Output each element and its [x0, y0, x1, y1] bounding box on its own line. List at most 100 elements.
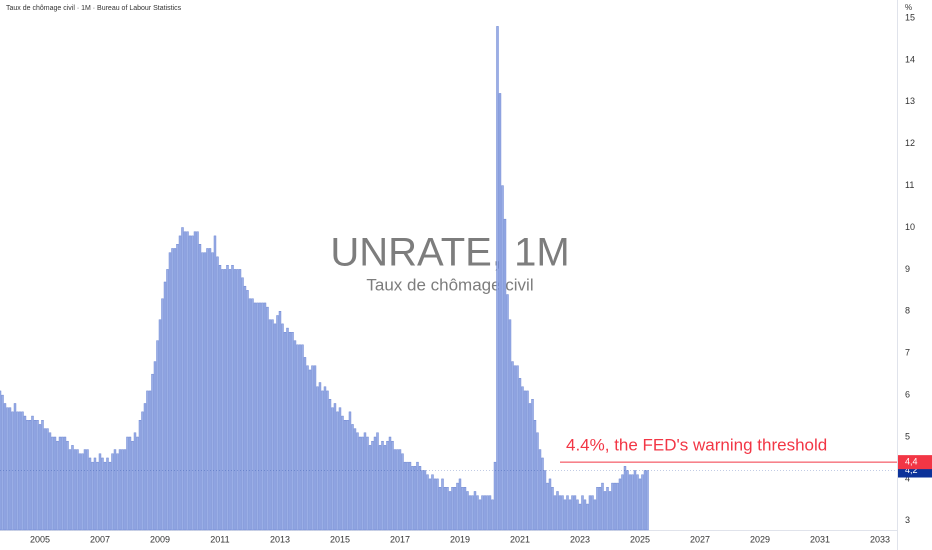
bar	[253, 302, 257, 531]
bar	[121, 449, 124, 531]
bar	[436, 478, 439, 531]
bar	[643, 470, 647, 531]
x-tick-label: 2031	[810, 534, 830, 544]
bar	[66, 440, 69, 531]
bar	[413, 466, 417, 531]
bar	[616, 482, 619, 531]
bar	[278, 311, 282, 531]
bar	[548, 478, 552, 531]
bar	[533, 420, 537, 531]
bar	[63, 436, 67, 531]
bar	[351, 424, 354, 531]
y-tick-label: 9	[905, 264, 910, 274]
bar	[633, 470, 637, 531]
bar	[553, 495, 557, 531]
bar	[18, 411, 22, 531]
bar	[426, 474, 429, 531]
bar	[271, 319, 274, 531]
bar	[421, 470, 424, 531]
bar	[458, 478, 462, 531]
bar	[551, 487, 554, 531]
bar	[571, 495, 574, 531]
bar	[443, 487, 447, 531]
bar	[526, 390, 529, 531]
bar	[391, 440, 394, 531]
bar	[263, 302, 267, 531]
bar	[276, 315, 279, 531]
bar	[476, 495, 479, 531]
bar	[181, 227, 184, 531]
y-tick-label: 7	[905, 348, 910, 358]
bar	[3, 403, 7, 531]
bar	[341, 415, 344, 531]
bar	[461, 487, 464, 531]
bar	[106, 457, 109, 531]
bar	[246, 290, 249, 531]
bar	[298, 344, 302, 531]
bar	[6, 407, 9, 531]
bar	[531, 399, 534, 531]
bar	[28, 420, 32, 531]
bar	[131, 440, 134, 531]
bar	[386, 440, 389, 531]
bar	[521, 386, 524, 531]
bar	[478, 499, 482, 531]
bar	[328, 399, 332, 531]
bar	[86, 449, 89, 531]
bar	[646, 470, 649, 531]
bar	[293, 340, 297, 531]
bar	[136, 436, 139, 531]
bar	[171, 248, 174, 531]
bar	[323, 386, 327, 531]
bar	[593, 499, 597, 531]
bar	[206, 248, 209, 531]
bar	[196, 231, 199, 531]
bar	[588, 495, 592, 531]
y-tick-label: 8	[905, 306, 910, 316]
bar	[118, 449, 122, 531]
bar	[481, 495, 484, 531]
bar	[21, 411, 24, 531]
bar	[41, 420, 44, 531]
threshold-annotation: 4.4%, the FED's warning threshold	[566, 436, 827, 455]
bar	[76, 449, 79, 531]
bar	[96, 461, 99, 531]
bar	[566, 495, 569, 531]
bar	[138, 420, 142, 531]
bar	[198, 244, 202, 531]
bar	[11, 411, 14, 531]
bar	[388, 436, 392, 531]
bar	[523, 390, 527, 531]
bar	[156, 340, 159, 531]
bar	[516, 365, 519, 531]
bar	[208, 248, 212, 531]
bar	[8, 407, 12, 531]
bar	[596, 487, 599, 531]
x-tick-label: 2021	[510, 534, 530, 544]
bar	[258, 302, 262, 531]
x-tick-label: 2017	[390, 534, 410, 544]
bar	[618, 478, 622, 531]
bar	[528, 403, 532, 531]
bar	[326, 390, 329, 531]
bar	[151, 373, 154, 531]
bar	[78, 453, 82, 531]
bar	[111, 453, 114, 531]
bar	[163, 281, 167, 531]
bar	[256, 302, 259, 531]
bar	[261, 302, 264, 531]
x-tick-label: 2015	[330, 534, 350, 544]
bar	[68, 449, 72, 531]
y-tick-label: 6	[905, 389, 910, 399]
bar	[603, 491, 607, 531]
bar	[433, 478, 437, 531]
bar	[463, 487, 467, 531]
last-value-label: 4,2	[905, 465, 918, 475]
bar	[161, 298, 164, 531]
bar	[418, 466, 422, 531]
x-tick-label: 2029	[750, 534, 770, 544]
bar	[428, 478, 432, 531]
bar	[268, 319, 272, 531]
bar	[148, 390, 152, 531]
bar	[546, 482, 549, 531]
